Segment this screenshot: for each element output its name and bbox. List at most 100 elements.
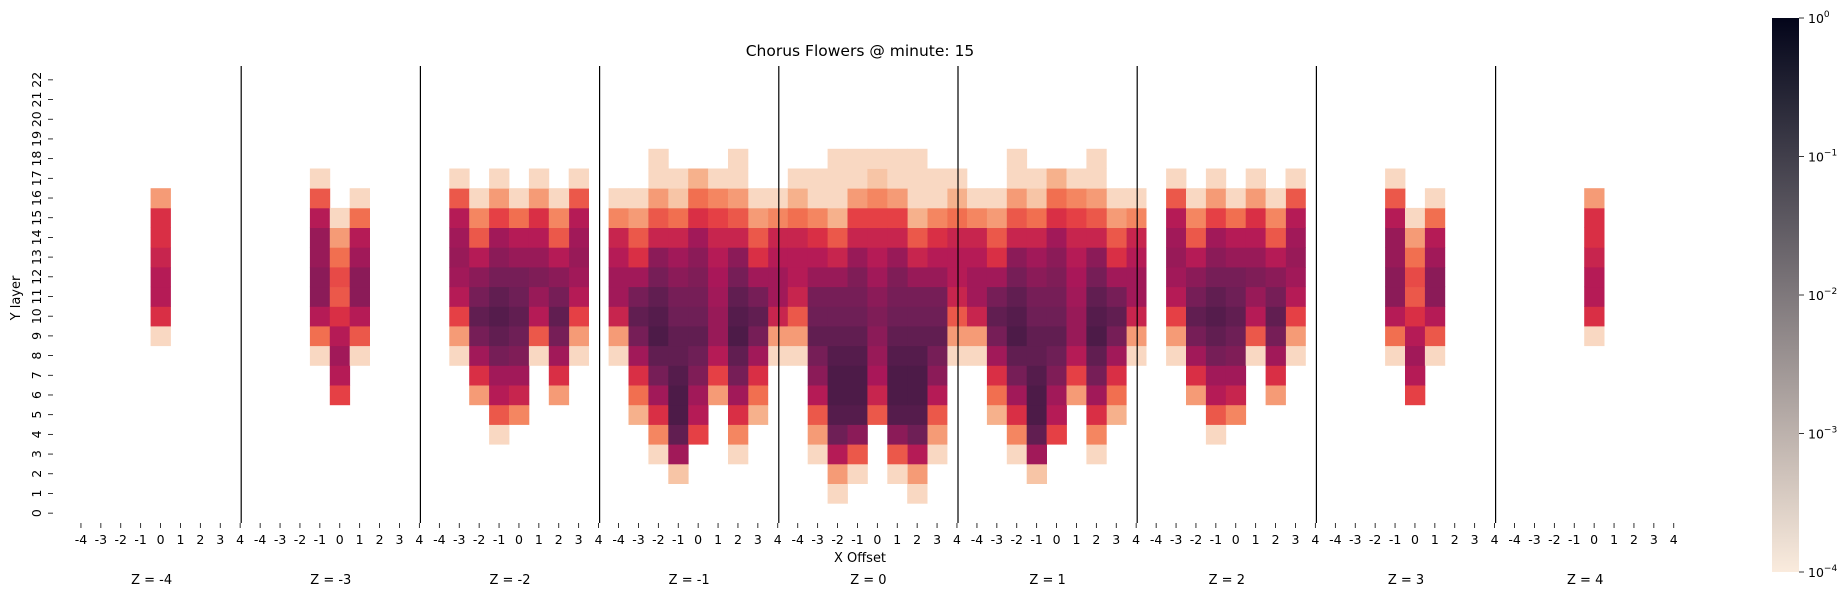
heatmap-cell (1225, 365, 1247, 386)
heatmap-cell (1026, 345, 1047, 366)
heatmap-cell (1046, 286, 1067, 307)
heatmap-cell (708, 188, 729, 209)
heatmap-cell (628, 365, 649, 386)
heatmap-cell (1006, 306, 1028, 327)
heatmap-cell (528, 286, 550, 307)
heatmap-cell (1086, 188, 1107, 209)
heatmap-cell (728, 286, 749, 307)
heatmap-cell (688, 188, 709, 209)
heatmap-cell (568, 207, 589, 228)
heatmap-cell (827, 483, 848, 504)
x-tick-label: -2 (115, 532, 127, 547)
heatmap-cell (747, 267, 769, 288)
heatmap-cell (747, 345, 769, 366)
heatmap-cell (947, 207, 968, 228)
panel-labels: Z = -4 Z = -3 Z = -2 Z = -1 Z = 0 Z = 1 Z = 2 Z… (131, 573, 1603, 588)
heatmap-cell (1186, 207, 1207, 228)
heatmap-cell (1285, 247, 1306, 268)
x-tick-label: 0 (515, 532, 523, 547)
panel-separators (240, 66, 1497, 523)
heatmap-cell (927, 385, 948, 406)
heatmap-cell (1106, 306, 1127, 327)
heatmap-cell (747, 207, 769, 228)
heatmap-cell (489, 168, 510, 189)
heatmap-cell (708, 207, 729, 228)
heatmap-cell (608, 286, 629, 307)
x-tick-label: 3 (216, 532, 224, 547)
heatmap-cell (1205, 267, 1227, 288)
heatmap-cell (1186, 286, 1207, 307)
heatmap-cell (1385, 306, 1406, 327)
heatmap-cell (1385, 188, 1406, 209)
heatmap-cell (668, 404, 689, 425)
x-tick-label: 1 (714, 532, 722, 547)
heatmap-cell (548, 326, 570, 347)
heatmap-cell (648, 227, 669, 248)
heatmap-cell (728, 247, 749, 268)
heatmap-cell (1006, 365, 1028, 386)
heatmap-cell (509, 306, 530, 327)
heatmap-cell (509, 365, 530, 386)
heatmap-cell (1026, 247, 1047, 268)
y-tick-label: 11 (29, 289, 44, 305)
heatmap-cell (509, 247, 530, 268)
heatmap-cell (1285, 267, 1306, 288)
heatmap-cell (469, 188, 490, 209)
colorbar: 10−4 10−3 10−2 10−1 100 (1772, 10, 1837, 580)
heatmap-cell (1046, 404, 1067, 425)
heatmap-cell (827, 207, 848, 228)
heatmap-cell (1026, 444, 1047, 465)
heatmap-cell (1225, 188, 1247, 209)
y-tick-label: 3 (29, 450, 44, 458)
x-tick-label: -2 (652, 532, 664, 547)
heatmap-cell (1046, 326, 1067, 347)
heatmap-cell (509, 404, 530, 425)
heatmap-cell (867, 345, 888, 366)
x-tick-label: 3 (1650, 532, 1658, 547)
heatmap-cell (309, 207, 331, 228)
heatmap-cell (1285, 168, 1306, 189)
y-tick-label: 22 (29, 72, 44, 88)
heatmap-cell (608, 207, 629, 228)
heatmap-cell (907, 444, 928, 465)
heatmap-cell (1285, 188, 1306, 209)
heatmap-cell (927, 365, 948, 386)
heatmap-cell (1405, 227, 1426, 248)
heatmap-cell (1245, 168, 1266, 189)
heatmap-cell (787, 227, 809, 248)
heatmap-cell (528, 267, 550, 288)
x-tick-label: 4 (236, 532, 244, 547)
heatmap-cell (349, 306, 370, 327)
heatmap-cell (1126, 227, 1147, 248)
heatmap-cell (1285, 345, 1306, 366)
heatmap-cell (827, 286, 848, 307)
heatmap-cell (907, 148, 928, 169)
x-tick-label: 4 (1132, 532, 1140, 547)
heatmap-cell (787, 207, 809, 228)
heatmap-cell (1424, 247, 1446, 268)
heatmap-cell (1066, 207, 1087, 228)
x-tick-label: 4 (953, 532, 961, 547)
heatmap-cell (1026, 385, 1047, 406)
heatmap-cell (1265, 345, 1286, 366)
heatmap-cell (1006, 227, 1028, 248)
heatmap-cell (1245, 207, 1266, 228)
heatmap-cell (1066, 286, 1087, 307)
heatmap-cell (787, 267, 809, 288)
heatmap-cell (1225, 207, 1247, 228)
heatmap-cell (967, 188, 988, 209)
heatmap-cell (986, 227, 1008, 248)
heatmap-cell (1086, 404, 1107, 425)
heatmap-cell (947, 267, 968, 288)
x-tick-label: 4 (1670, 532, 1678, 547)
heatmap-cell (668, 247, 689, 268)
heatmap-cell (1205, 345, 1227, 366)
panel-label: Z = 1 (1029, 573, 1065, 588)
heatmap-cell (728, 267, 749, 288)
heatmap-cell (847, 365, 868, 386)
heatmap-cell (668, 385, 689, 406)
heatmap-cell (887, 267, 908, 288)
heatmap-cell (1245, 345, 1266, 366)
heatmap-cell (1026, 463, 1047, 484)
heatmap-cell (1086, 247, 1107, 268)
